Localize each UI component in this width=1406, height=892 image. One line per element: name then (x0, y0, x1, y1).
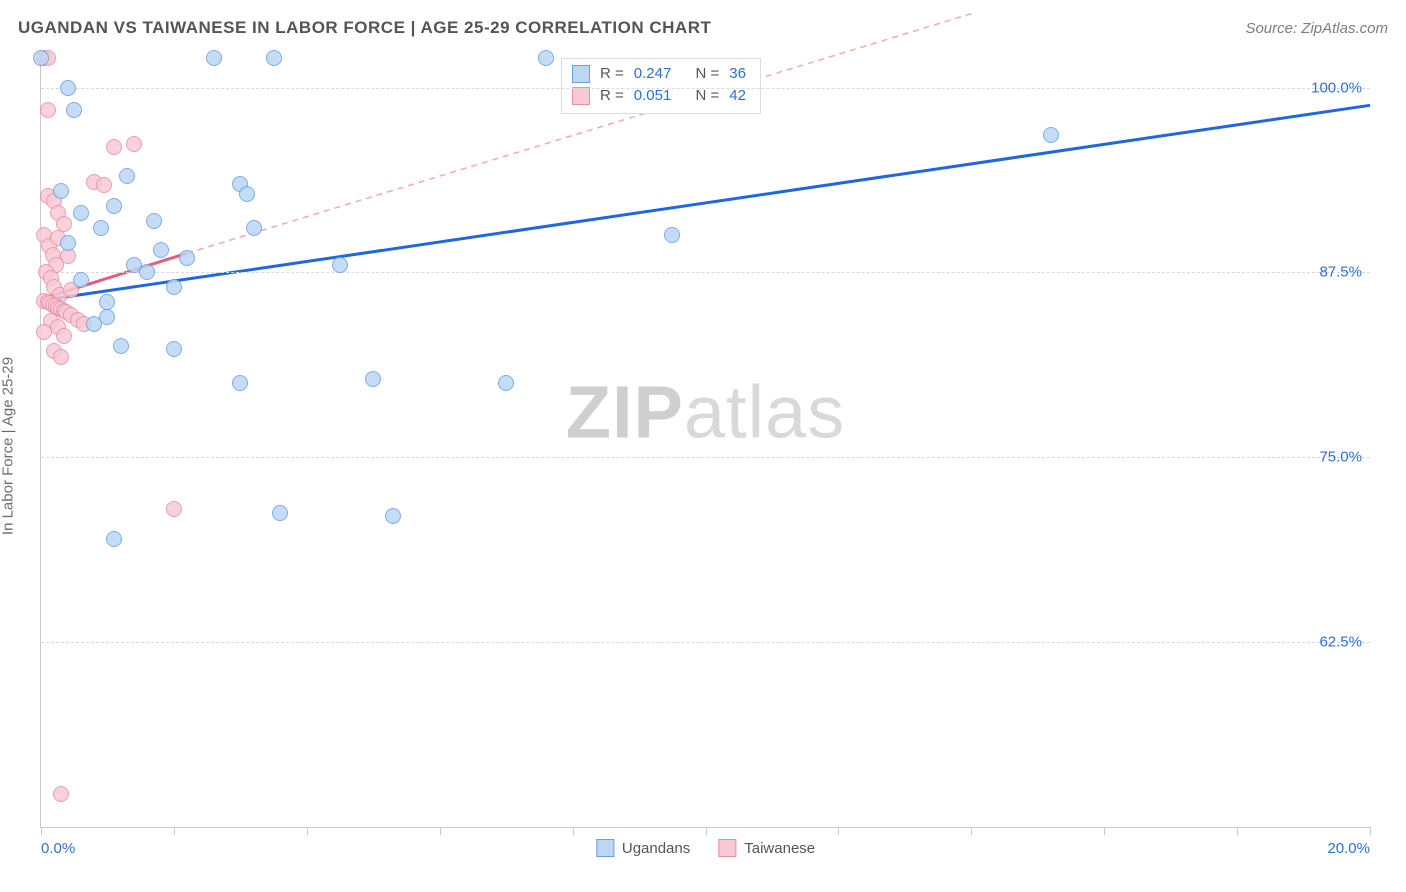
data-point (153, 242, 169, 258)
data-point (99, 294, 115, 310)
stats-row-ugandans: R = 0.247 N = 36 (572, 63, 746, 85)
data-point (126, 136, 142, 152)
gridline (41, 457, 1370, 458)
data-point (93, 220, 109, 236)
legend-label-taiwanese: Taiwanese (744, 840, 815, 857)
x-tick (174, 827, 175, 835)
data-point (166, 501, 182, 517)
data-point (266, 50, 282, 66)
legend-swatch-ugandans (596, 839, 614, 857)
x-tick (1370, 827, 1371, 835)
data-point (332, 257, 348, 273)
data-point (56, 328, 72, 344)
data-point (60, 235, 76, 251)
data-point (246, 220, 262, 236)
data-point (36, 324, 52, 340)
data-point (146, 213, 162, 229)
bottom-legend: Ugandans Taiwanese (596, 839, 815, 857)
data-point (33, 50, 49, 66)
data-point (56, 216, 72, 232)
data-point (166, 341, 182, 357)
gridline (41, 272, 1370, 273)
x-tick (1237, 827, 1238, 835)
y-tick-label: 75.0% (1319, 449, 1362, 466)
x-max-label: 20.0% (1327, 840, 1370, 857)
x-tick (838, 827, 839, 835)
r-label: R = (600, 63, 624, 85)
data-point (106, 198, 122, 214)
source-label: Source: ZipAtlas.com (1245, 20, 1388, 37)
data-point (40, 102, 56, 118)
data-point (99, 309, 115, 325)
y-axis-title: In Labor Force | Age 25-29 (0, 357, 17, 535)
data-point (96, 177, 112, 193)
data-point (106, 139, 122, 155)
y-tick-label: 100.0% (1311, 79, 1362, 96)
data-point (66, 102, 82, 118)
data-point (60, 80, 76, 96)
data-point (106, 531, 122, 547)
title-bar: UGANDAN VS TAIWANESE IN LABOR FORCE | AG… (18, 18, 1388, 38)
data-point (365, 371, 381, 387)
trend-lines-layer (41, 58, 1370, 827)
data-point (498, 375, 514, 391)
x-min-label: 0.0% (41, 840, 75, 857)
swatch-ugandans (572, 65, 590, 83)
r-value-ugandans: 0.247 (634, 63, 672, 85)
data-point (73, 272, 89, 288)
data-point (73, 205, 89, 221)
data-point (206, 50, 222, 66)
data-point (53, 786, 69, 802)
chart-title: UGANDAN VS TAIWANESE IN LABOR FORCE | AG… (18, 18, 711, 38)
x-tick (573, 827, 574, 835)
legend-label-ugandans: Ugandans (622, 840, 690, 857)
swatch-taiwanese (572, 87, 590, 105)
trend-line (187, 14, 971, 254)
data-point (664, 227, 680, 243)
data-point (166, 279, 182, 295)
x-tick (971, 827, 972, 835)
data-point (119, 168, 135, 184)
y-tick-label: 87.5% (1319, 264, 1362, 281)
data-point (139, 264, 155, 280)
gridline (41, 642, 1370, 643)
n-label: N = (695, 63, 719, 85)
data-point (53, 349, 69, 365)
data-point (113, 338, 129, 354)
data-point (385, 508, 401, 524)
data-point (232, 375, 248, 391)
legend-item-ugandans: Ugandans (596, 839, 690, 857)
data-point (272, 505, 288, 521)
data-point (239, 186, 255, 202)
x-tick (440, 827, 441, 835)
chart-container: UGANDAN VS TAIWANESE IN LABOR FORCE | AG… (0, 0, 1406, 892)
y-tick-label: 62.5% (1319, 634, 1362, 651)
x-tick (1104, 827, 1105, 835)
legend-swatch-taiwanese (718, 839, 736, 857)
x-tick (307, 827, 308, 835)
n-value-ugandans: 36 (729, 63, 746, 85)
gridline (41, 88, 1370, 89)
data-point (538, 50, 554, 66)
x-tick (706, 827, 707, 835)
stats-box: R = 0.247 N = 36 R = 0.051 N = 42 (561, 58, 761, 114)
data-point (53, 183, 69, 199)
trend-line (41, 105, 1370, 300)
x-tick (41, 827, 42, 835)
data-point (179, 250, 195, 266)
plot-area: ZIPatlas R = 0.247 N = 36 R = 0.051 N = … (40, 58, 1370, 828)
legend-item-taiwanese: Taiwanese (718, 839, 815, 857)
data-point (1043, 127, 1059, 143)
